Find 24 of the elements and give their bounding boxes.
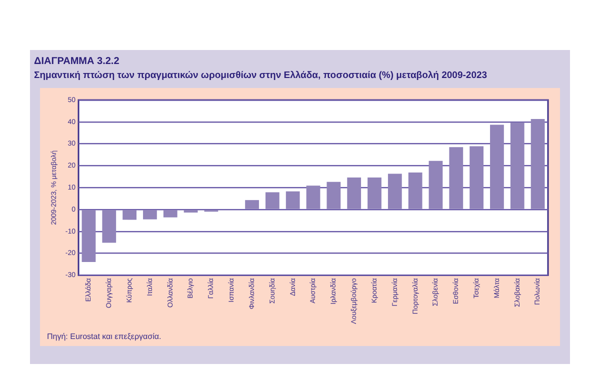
- bar: [388, 174, 402, 209]
- bar: [490, 124, 504, 209]
- bar: [265, 192, 280, 209]
- bar: [102, 210, 116, 243]
- bar: [245, 200, 259, 209]
- bar: [368, 178, 382, 209]
- bar: [163, 210, 178, 218]
- bar: [347, 178, 362, 209]
- bar: [306, 186, 320, 209]
- bar: [82, 210, 96, 262]
- chart-title: ΔΙΑΓΡΑΜΜΑ 3.2.2: [34, 56, 120, 67]
- bar: [428, 160, 443, 209]
- bar: [449, 147, 464, 209]
- text: Πηγή: Eurostat και επεξεργασία.: [47, 332, 162, 341]
- bar: [470, 146, 484, 209]
- bar: [510, 122, 524, 209]
- bar: [408, 172, 422, 209]
- bar: [143, 210, 157, 220]
- bar: [530, 119, 545, 209]
- bar: [122, 210, 136, 220]
- bar: [184, 210, 198, 213]
- chart-subtitle: Σημαντική πτώση των πραγματικών ωρομισθίων στην Ελλάδα, ποσοστιαία (%) μεταβολή 2009-2023: [34, 70, 488, 81]
- bar: [326, 182, 341, 209]
- bar: [286, 191, 300, 209]
